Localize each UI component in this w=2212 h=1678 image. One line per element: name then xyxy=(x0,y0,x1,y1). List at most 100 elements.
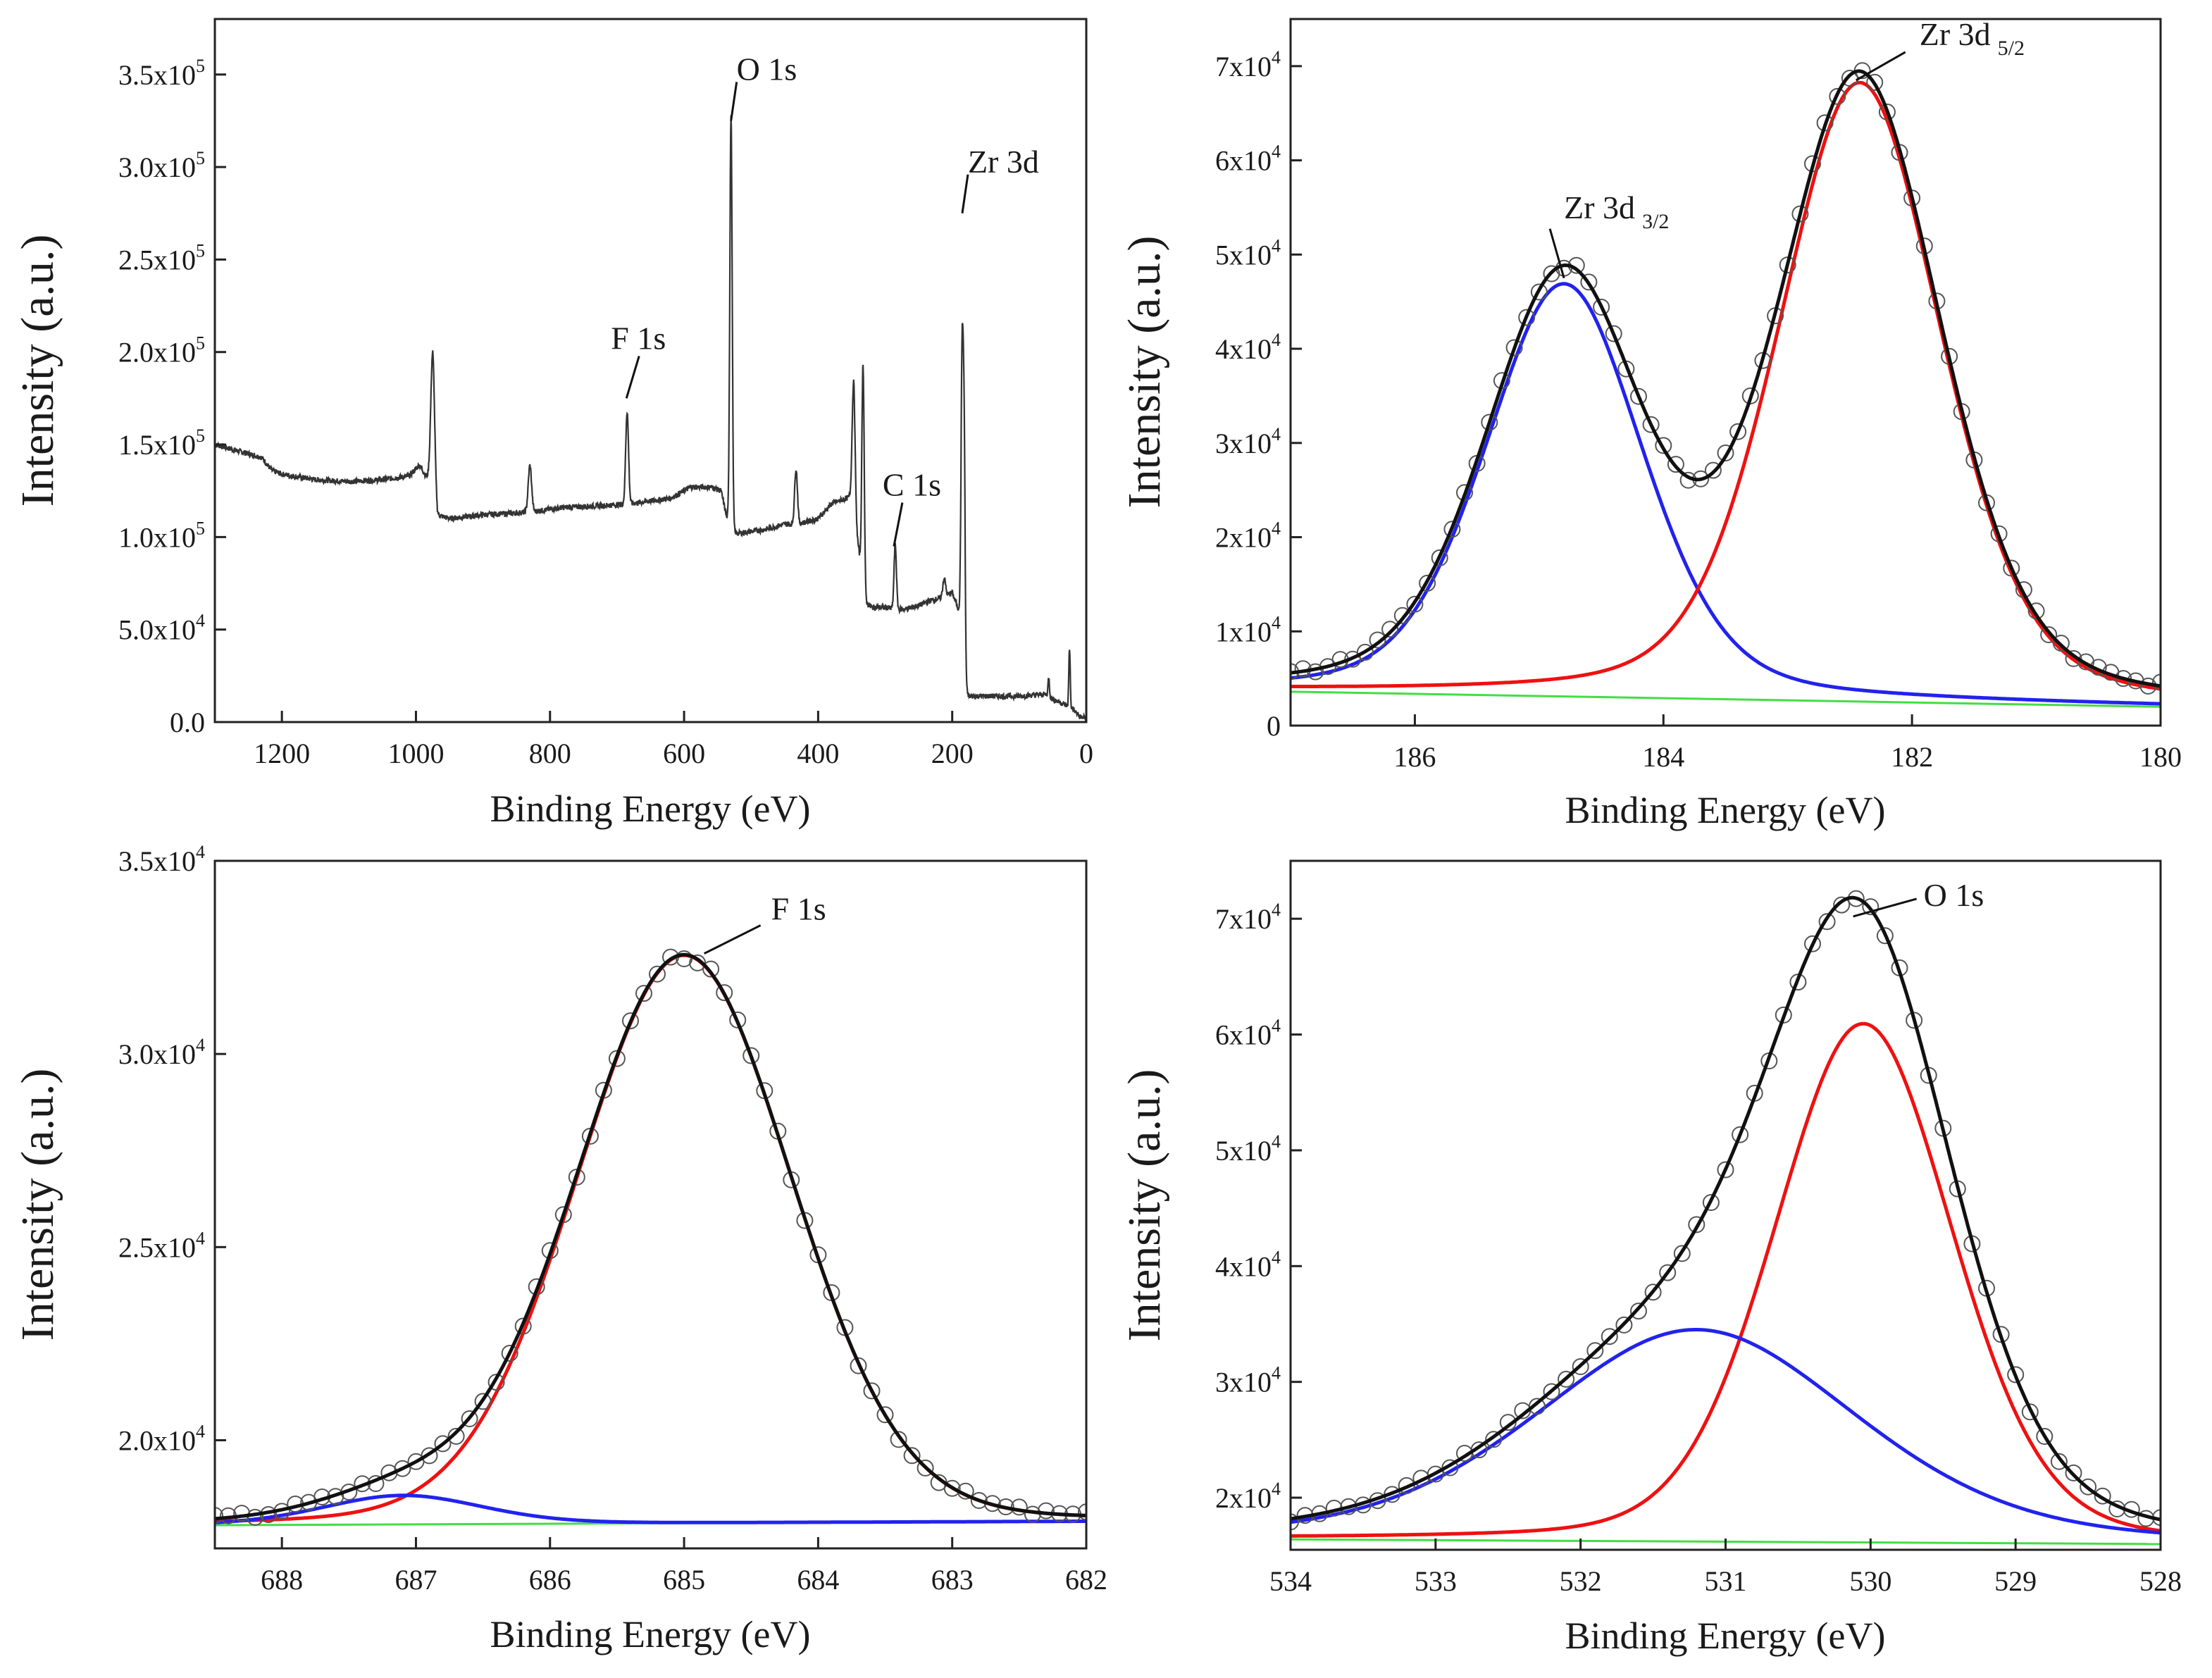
o1s-axes-frame xyxy=(1289,859,2162,1551)
zr3d-data-point xyxy=(1990,525,2008,542)
f1s-data-point xyxy=(622,1012,639,1030)
f1s-panel: Binding Energy (eV) Intensity (a.u.) 688… xyxy=(12,842,1107,1655)
o1s-data-point xyxy=(1775,1006,1792,1024)
o1s-x-tick-label: 530 xyxy=(1849,1565,1891,1597)
o1s-data-point xyxy=(1291,1513,1299,1531)
f1s-data-point xyxy=(233,1505,251,1522)
zr3d-data-point xyxy=(1580,273,1598,291)
o1s-data-point xyxy=(1543,1383,1560,1400)
f1s-y-tick-label: 2.5x104 xyxy=(118,1228,205,1263)
o1s-data-point xyxy=(1876,927,1894,945)
o1s-data-point xyxy=(1601,1328,1618,1345)
f1s-x-tick-label: 686 xyxy=(529,1564,571,1596)
zr3d-x-tick-label: 182 xyxy=(1891,741,1933,773)
f1s-data-point xyxy=(716,984,733,1002)
o1s-data-point xyxy=(2080,1478,2097,1496)
zr3d-data-point xyxy=(1419,574,1436,592)
o1s-data-point xyxy=(2021,1403,2039,1421)
survey-annotation-leader xyxy=(893,502,904,547)
zr3d-data-point xyxy=(1593,299,1610,316)
f1s-x-tick-label: 685 xyxy=(663,1564,705,1596)
f1s-series-group xyxy=(215,948,1086,1527)
f1s-x-tick-label: 682 xyxy=(1065,1564,1107,1596)
survey-x-tick-label: 400 xyxy=(797,738,839,769)
f1s-x-tick-label: 684 xyxy=(797,1564,839,1596)
f1s-envelope-line xyxy=(215,952,1086,1521)
o1s-data-point xyxy=(1659,1264,1677,1281)
survey-x-tick-label: 600 xyxy=(663,738,705,769)
o1s-data-point xyxy=(1688,1216,1705,1233)
zr3d-data-point xyxy=(1518,309,1536,326)
zr3d-data-point xyxy=(1356,643,1374,661)
survey-annotation-label: O 1s xyxy=(737,51,797,87)
o1s-x-tick-label: 528 xyxy=(2139,1565,2182,1597)
zr3d-data-point xyxy=(1791,205,1809,223)
f1s-data-point xyxy=(970,1492,988,1509)
zr3d-data-point xyxy=(2152,673,2161,691)
o1s-data-point xyxy=(1644,1284,1662,1301)
zr3d-data-point xyxy=(1530,283,1548,301)
zr3d-data-point xyxy=(1866,73,1884,91)
survey-spectrum-line xyxy=(215,115,1086,722)
f1s-component-0-line xyxy=(215,953,1086,1523)
zr3d-data-point xyxy=(1505,339,1523,356)
f1s-axes-frame xyxy=(213,859,1088,1550)
zr3d-data-point xyxy=(2003,559,2020,577)
f1s-data-point xyxy=(1078,1503,1086,1521)
o1s-y-tick-label: 5x104 xyxy=(1215,1131,1281,1167)
o1s-component-0-line xyxy=(1291,1021,2161,1538)
zr3d-data-point xyxy=(2027,602,2045,620)
zr3d-annotation-leader xyxy=(1548,228,1565,279)
zr3d-axes-frame xyxy=(1289,18,2162,727)
o1s-data-point xyxy=(2065,1464,2082,1481)
zr3d-data-point xyxy=(1717,445,1734,461)
f1s-data-point xyxy=(742,1047,760,1064)
survey-annotation-leader xyxy=(625,355,640,399)
zr3d-x-axis-label: Binding Energy (eV) xyxy=(1565,789,1886,831)
f1s-data-point xyxy=(863,1382,881,1400)
zr3d-data-point xyxy=(2040,626,2058,643)
f1s-data-point xyxy=(676,950,693,967)
zr3d-annotation-leader xyxy=(1856,51,1906,82)
o1s-x-tick-label: 531 xyxy=(1705,1565,1747,1597)
o1s-data-point xyxy=(1630,1303,1647,1320)
zr3d-background-line xyxy=(1291,690,2161,708)
o1s-data-point xyxy=(1470,1441,1488,1459)
survey-x-tick-label: 0 xyxy=(1079,738,1093,769)
o1s-x-tick-label: 529 xyxy=(1994,1565,2037,1597)
zr3d-panel: Binding Energy (eV) Intensity (a.u.) 186… xyxy=(1119,16,2182,831)
survey-x-tick-label: 200 xyxy=(931,738,974,769)
o1s-y-tick-label: 4x104 xyxy=(1215,1247,1281,1282)
o1s-data-point xyxy=(1818,913,1836,931)
zr3d-data-point xyxy=(2065,650,2082,667)
f1s-component-1-line xyxy=(215,1493,1086,1524)
o1s-data-point xyxy=(1862,898,1879,916)
survey-annotation-label: F 1s xyxy=(611,320,666,356)
survey-x-axis-label: Binding Energy (eV) xyxy=(490,788,811,830)
zr3d-annotation-label: Zr 3d 3/2 xyxy=(1564,189,1669,233)
zr3d-y-tick-label: 6x104 xyxy=(1215,142,1281,177)
survey-series-group xyxy=(215,115,1086,722)
o1s-y-axis-label: Intensity (a.u.) xyxy=(1119,1069,1170,1342)
o1s-data-point xyxy=(2050,1453,2068,1470)
o1s-data-point xyxy=(1702,1194,1720,1211)
o1s-y-tick-label: 6x104 xyxy=(1215,1016,1281,1051)
f1s-data-point xyxy=(215,1507,223,1524)
o1s-panel: Binding Energy (eV) Intensity (a.u.) 534… xyxy=(1119,859,2182,1657)
o1s-data-point xyxy=(1485,1431,1503,1448)
f1s-data-point xyxy=(1037,1502,1055,1519)
zr3d-data-point xyxy=(1369,631,1386,649)
zr3d-data-point xyxy=(1381,621,1399,638)
f1s-data-point xyxy=(421,1447,438,1465)
survey-y-tick-label: 3.5x105 xyxy=(118,56,205,91)
zr3d-data-point xyxy=(1878,104,1896,120)
f1s-data-point xyxy=(917,1459,934,1477)
o1s-x-tick-label: 533 xyxy=(1415,1565,1457,1597)
o1s-envelope-line xyxy=(1291,895,2161,1522)
zr3d-y-tick-label: 3x104 xyxy=(1215,424,1281,459)
o1s-data-point xyxy=(1528,1398,1546,1415)
zr3d-data-point xyxy=(1667,456,1684,473)
f1s-data-point xyxy=(501,1345,518,1362)
zr3d-component-0-line xyxy=(1291,282,2161,706)
